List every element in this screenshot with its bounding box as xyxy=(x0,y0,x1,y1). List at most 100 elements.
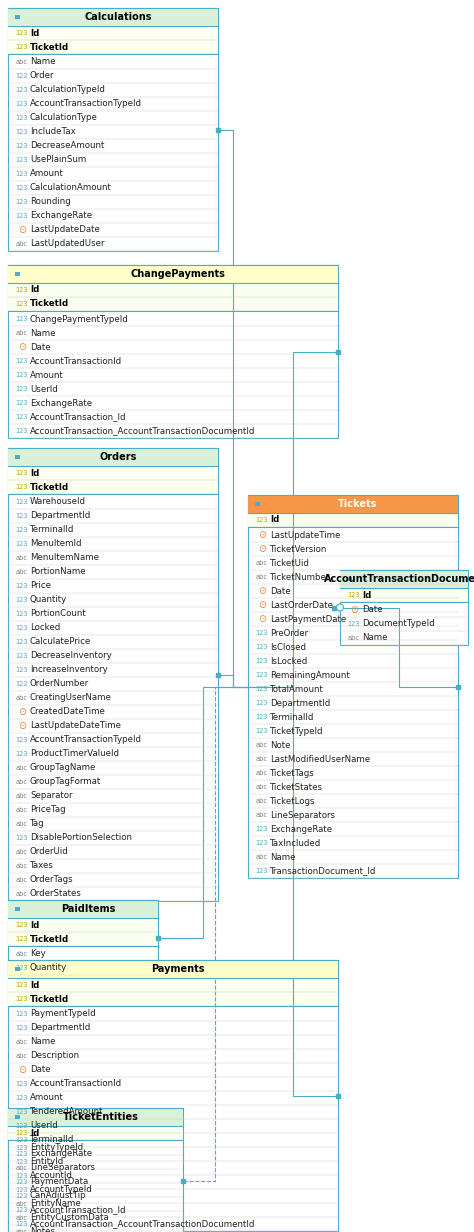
Text: UserId: UserId xyxy=(30,384,58,393)
Text: abc: abc xyxy=(16,1230,28,1232)
Text: 123: 123 xyxy=(16,1193,28,1199)
Text: 123: 123 xyxy=(256,658,268,664)
Bar xyxy=(16,271,18,274)
Text: CalculationType: CalculationType xyxy=(30,113,98,122)
Text: ExchangeRate: ExchangeRate xyxy=(30,212,92,221)
Text: 123: 123 xyxy=(16,315,28,322)
Text: Taxes: Taxes xyxy=(30,861,54,871)
Text: 123: 123 xyxy=(16,1173,28,1179)
Text: Date: Date xyxy=(362,605,383,615)
Bar xyxy=(258,501,260,504)
Text: EntityId: EntityId xyxy=(30,1158,63,1167)
Bar xyxy=(255,504,258,506)
Text: 123: 123 xyxy=(16,583,28,589)
Text: 123: 123 xyxy=(16,372,28,378)
Text: 123: 123 xyxy=(16,428,28,434)
Text: abc: abc xyxy=(16,877,28,883)
Text: 123: 123 xyxy=(16,527,28,533)
Text: 123: 123 xyxy=(16,414,28,420)
Bar xyxy=(16,909,18,912)
Text: 123: 123 xyxy=(16,143,28,149)
Text: 123: 123 xyxy=(16,1025,28,1031)
Text: LineSeparators: LineSeparators xyxy=(270,811,335,819)
Text: TerminalId: TerminalId xyxy=(270,712,314,722)
Bar xyxy=(16,274,18,276)
Bar xyxy=(18,15,20,16)
Text: 123: 123 xyxy=(16,185,28,191)
Text: 123: 123 xyxy=(16,301,28,307)
Bar xyxy=(8,265,338,439)
Text: 123: 123 xyxy=(348,621,360,627)
Text: IncludeTax: IncludeTax xyxy=(30,127,76,137)
Text: Payments: Payments xyxy=(151,963,205,975)
Text: TicketTags: TicketTags xyxy=(270,769,315,777)
Text: ExchangeRate: ExchangeRate xyxy=(30,398,92,408)
Text: DepartmentId: DepartmentId xyxy=(30,1024,90,1032)
Text: PortionName: PortionName xyxy=(30,568,86,577)
Text: abc: abc xyxy=(16,1215,28,1221)
Text: 123: 123 xyxy=(16,87,28,92)
Text: TaxIncluded: TaxIncluded xyxy=(270,839,321,848)
Text: AccountTransaction_Id: AccountTransaction_Id xyxy=(30,413,127,421)
Bar xyxy=(255,501,258,504)
Text: abc: abc xyxy=(16,779,28,785)
Bar xyxy=(8,448,218,466)
Text: Locked: Locked xyxy=(30,623,60,632)
Text: 123: 123 xyxy=(16,667,28,673)
Text: abc: abc xyxy=(16,891,28,897)
Text: Id: Id xyxy=(30,468,39,478)
Text: Id: Id xyxy=(362,590,371,600)
Bar xyxy=(350,577,352,579)
Bar xyxy=(18,909,20,912)
Text: Id: Id xyxy=(30,920,39,929)
Text: 123: 123 xyxy=(16,1151,28,1157)
Text: 123: 123 xyxy=(16,995,28,1002)
Text: LastPaymentDate: LastPaymentDate xyxy=(270,615,346,623)
Text: LineSeparators: LineSeparators xyxy=(30,1163,95,1173)
Bar xyxy=(347,579,350,582)
Bar xyxy=(18,274,20,276)
Text: abc: abc xyxy=(16,330,28,336)
Text: 123: 123 xyxy=(256,644,268,650)
Bar xyxy=(16,1115,18,1116)
Text: OrderStates: OrderStates xyxy=(30,890,82,898)
Text: PortionCount: PortionCount xyxy=(30,610,86,618)
Text: 123: 123 xyxy=(16,598,28,602)
Text: 123: 123 xyxy=(16,922,28,928)
Text: CalculationTypeId: CalculationTypeId xyxy=(30,85,106,95)
Text: 123: 123 xyxy=(256,630,268,636)
Text: 123: 123 xyxy=(256,700,268,706)
Text: EntityCustomData: EntityCustomData xyxy=(30,1214,109,1222)
Text: TotalAmount: TotalAmount xyxy=(270,685,324,694)
Text: abc: abc xyxy=(16,862,28,869)
Text: Name: Name xyxy=(30,58,55,67)
Text: Key: Key xyxy=(30,950,46,958)
Text: abc: abc xyxy=(16,695,28,701)
Bar xyxy=(16,457,18,460)
Text: 123: 123 xyxy=(16,1095,28,1101)
Text: 123: 123 xyxy=(16,1179,28,1185)
Text: Date: Date xyxy=(30,342,51,351)
Text: OrderTags: OrderTags xyxy=(30,876,73,885)
Text: 123: 123 xyxy=(16,115,28,121)
Text: DepartmentId: DepartmentId xyxy=(270,699,330,707)
Text: TicketTypeId: TicketTypeId xyxy=(270,727,323,736)
Text: ChangePaymentTypeId: ChangePaymentTypeId xyxy=(30,314,129,324)
Text: GroupTagFormat: GroupTagFormat xyxy=(30,777,101,786)
Text: 123: 123 xyxy=(348,593,360,598)
Text: Quantity: Quantity xyxy=(30,963,67,972)
Text: ⊙: ⊙ xyxy=(18,721,26,731)
Text: Amount: Amount xyxy=(30,170,64,179)
Text: 123: 123 xyxy=(16,484,28,490)
Text: PriceTag: PriceTag xyxy=(30,806,65,814)
Text: LastUpdatedUser: LastUpdatedUser xyxy=(30,239,104,249)
Text: IncreaseInventory: IncreaseInventory xyxy=(30,665,108,674)
Bar xyxy=(340,570,468,588)
Text: abc: abc xyxy=(16,807,28,813)
Text: IsLocked: IsLocked xyxy=(270,657,307,665)
Text: Date: Date xyxy=(270,586,291,595)
Text: GroupTagName: GroupTagName xyxy=(30,764,96,772)
Text: 123: 123 xyxy=(256,715,268,719)
Bar xyxy=(18,970,20,971)
Text: PaymentTypeId: PaymentTypeId xyxy=(30,1009,96,1019)
